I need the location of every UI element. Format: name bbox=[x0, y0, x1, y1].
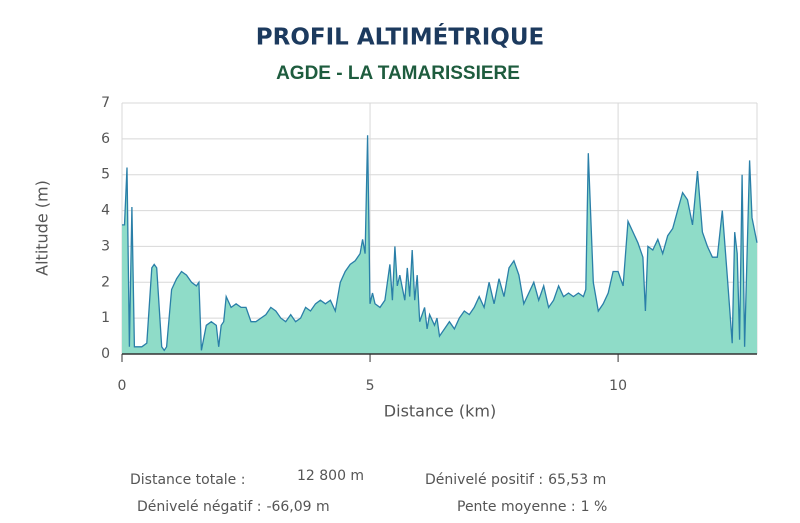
stat-value: 1 % bbox=[581, 499, 608, 515]
stat-label: Dénivelé négatif : bbox=[137, 499, 261, 515]
y-tick-label: 3 bbox=[101, 238, 110, 254]
x-tick-label: 0 bbox=[118, 378, 127, 394]
y-tick-label: 0 bbox=[101, 346, 110, 362]
stat-label: Pente moyenne : bbox=[457, 499, 576, 515]
area-fill bbox=[122, 135, 757, 354]
profile-line bbox=[122, 135, 758, 352]
x-tick-label: 5 bbox=[366, 378, 375, 394]
stat-label: Distance totale : bbox=[130, 472, 245, 488]
stat-label: Dénivelé positif : bbox=[425, 472, 543, 488]
y-tick-label: 1 bbox=[101, 310, 110, 326]
y-tick-label: 5 bbox=[101, 167, 110, 183]
x-axis-label: Distance (km) bbox=[384, 402, 496, 421]
stat-value: 12 800 m bbox=[297, 468, 364, 484]
chart-subtitle: AGDE - LA TAMARISSIERE bbox=[276, 63, 520, 84]
y-tick-label: 4 bbox=[101, 203, 110, 219]
y-tick-label: 7 bbox=[101, 95, 110, 111]
x-tick-label: 10 bbox=[609, 378, 627, 394]
y-tick-label: 6 bbox=[101, 131, 110, 147]
y-tick-label: 2 bbox=[101, 274, 110, 290]
chart-title: PROFIL ALTIMÉTRIQUE bbox=[256, 23, 544, 51]
y-axis-label: Altitude (m) bbox=[33, 180, 52, 276]
stat-value: -66,09 m bbox=[266, 499, 329, 515]
stat-value: 65,53 m bbox=[548, 472, 606, 488]
